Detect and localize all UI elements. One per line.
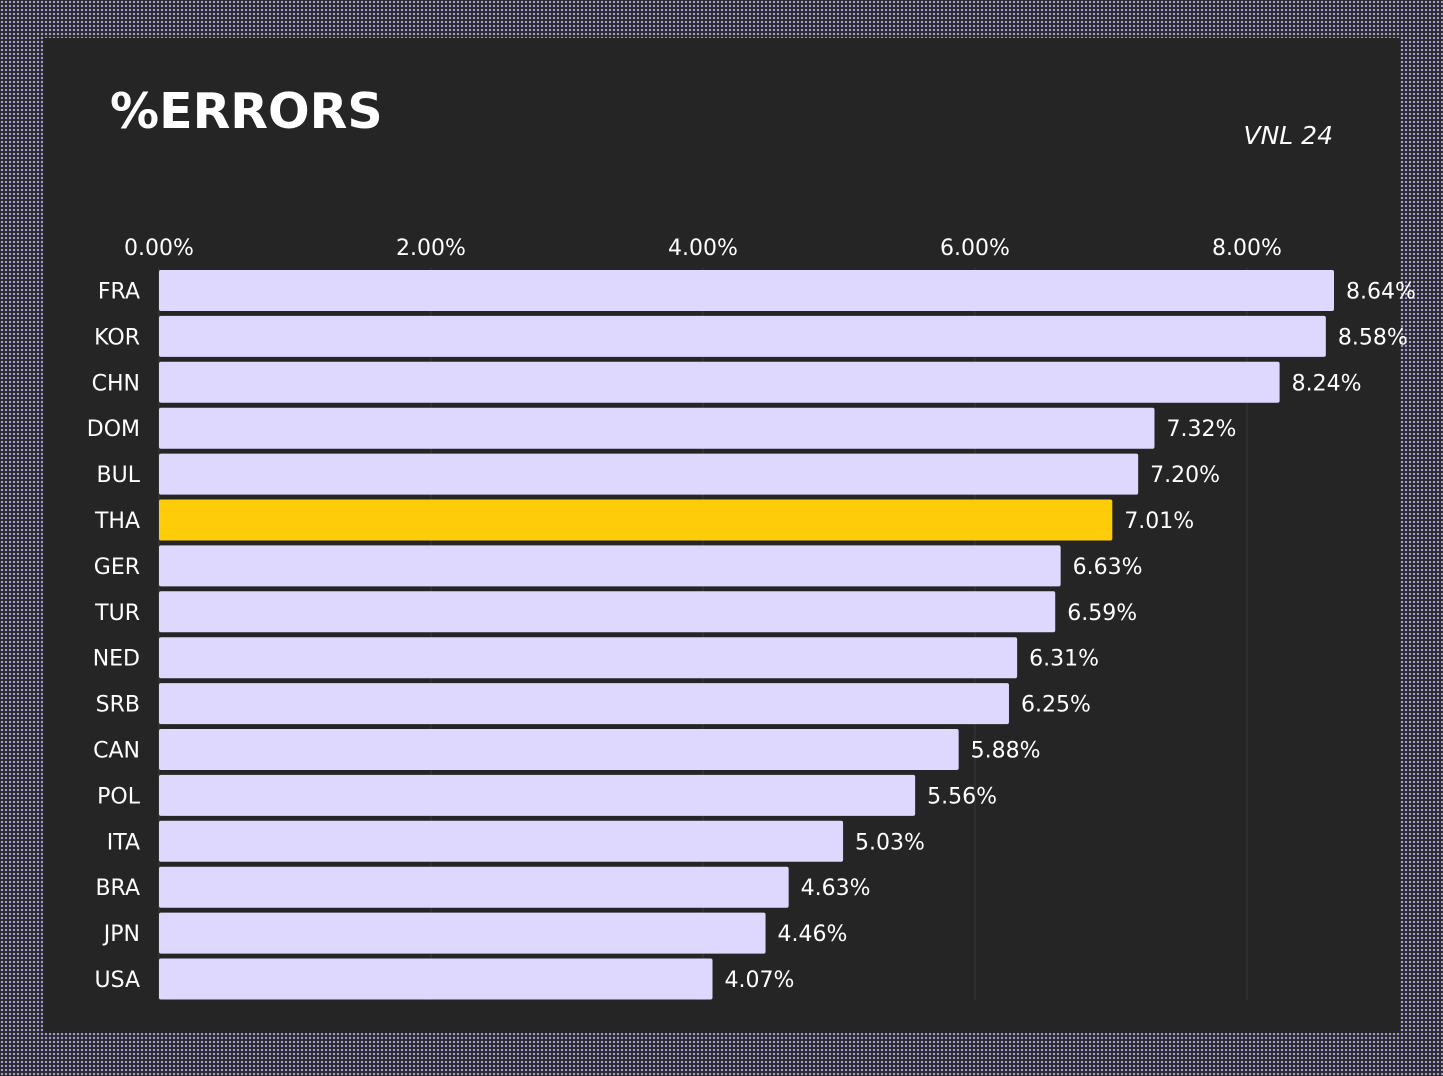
bar [159,637,1018,679]
bar [159,820,844,862]
category-label: ITA [107,830,140,855]
bar [159,774,916,816]
category-label: USA [94,968,140,993]
bar [159,591,1056,633]
value-label: 4.46% [778,922,848,947]
value-label: 7.20% [1150,463,1220,488]
x-axis-ticks: 0.00% 2.00% 4.00% 6.00% 8.00% [124,236,1282,261]
category-label: BRA [95,876,140,901]
value-label: 8.64% [1346,280,1416,305]
bar [159,270,1334,311]
x-tick-label: 8.00% [1212,236,1282,261]
bar [159,407,1155,449]
x-tick-label: 0.00% [124,236,194,261]
bar-highlighted [159,499,1113,541]
x-tick-label: 2.00% [396,236,466,261]
bar [159,683,1009,725]
category-label: SRB [96,693,140,718]
bar [159,545,1061,587]
category-label: KOR [94,325,140,350]
value-label: 5.88% [971,739,1041,764]
value-label: 8.58% [1338,325,1408,350]
x-tick-label: 6.00% [940,236,1010,261]
category-label: POL [97,784,141,809]
category-label: GER [94,555,140,580]
bar [159,453,1139,495]
bars [159,270,1334,1000]
bar [159,315,1326,357]
x-tick-label: 4.00% [668,236,738,261]
category-label: BUL [97,463,141,488]
value-label: 4.63% [801,876,871,901]
value-label: 5.56% [927,784,997,809]
bar [159,866,789,908]
value-labels: 8.64% 8.58% 8.24% 7.32% 7.20% 7.01% 6.63% 6.59%… [725,280,1416,994]
value-label: 4.07% [725,968,795,993]
category-label: FRA [98,280,140,305]
value-label: 6.63% [1073,555,1143,580]
bar [159,361,1280,403]
category-label: NED [93,647,140,672]
value-label: 5.03% [855,830,925,855]
value-label: 6.25% [1021,693,1091,718]
bar [159,912,766,954]
category-label: CAN [93,739,140,764]
category-label: DOM [87,417,140,442]
category-labels: FRA KOR CHN DOM BUL THA GER TUR NED SRB CAN POL ITA B… [87,280,141,994]
value-label: 7.32% [1166,417,1236,442]
category-label: JPN [102,922,140,947]
category-label: THA [94,509,140,534]
chart-title: %ERRORS [110,83,383,140]
chart-subtitle: VNL 24 [1243,121,1334,150]
bar [159,729,959,770]
category-label: CHN [92,371,140,396]
value-label: 6.31% [1029,647,1099,672]
value-label: 8.24% [1292,371,1362,396]
bar [159,958,713,1000]
value-label: 7.01% [1124,509,1194,534]
category-label: TUR [94,601,140,626]
value-label: 6.59% [1067,601,1137,626]
